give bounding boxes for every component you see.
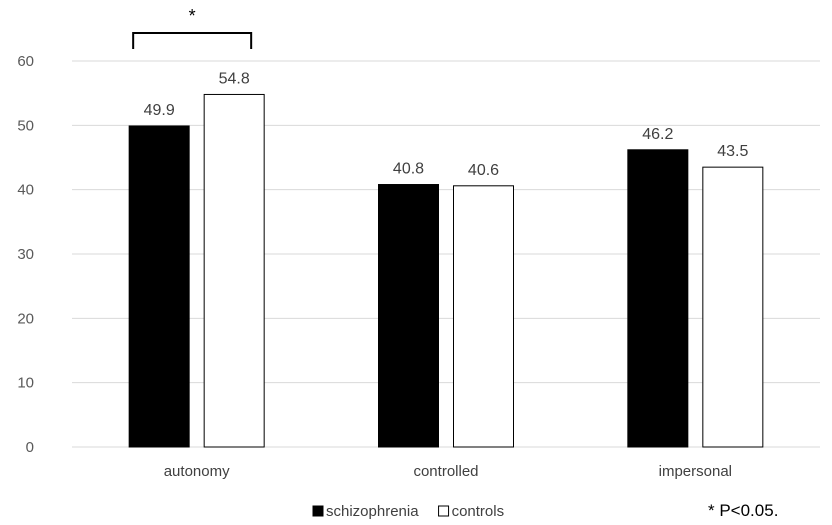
y-tick-label: 0 xyxy=(26,439,34,456)
category-label-autonomy: autonomy xyxy=(164,463,230,480)
significance-footnote: * P<0.05. xyxy=(708,501,778,520)
significance-bracket xyxy=(132,32,253,49)
bar-schizophrenia-impersonal xyxy=(627,149,689,448)
x-axis-category-labels: autonomy controlled impersonal xyxy=(164,463,732,480)
significance-star: * xyxy=(189,6,196,26)
y-tick-label: 10 xyxy=(17,375,34,392)
y-tick-label: 40 xyxy=(17,182,34,199)
y-axis-tick-labels: 0 10 20 30 40 50 60 xyxy=(17,53,34,456)
bars xyxy=(128,93,764,448)
data-label-schizophrenia-autonomy: 49.9 xyxy=(144,102,175,119)
data-label-controls-autonomy: 54.8 xyxy=(219,70,250,87)
y-tick-label: 20 xyxy=(17,310,34,327)
bar-schizophrenia-autonomy xyxy=(128,125,190,448)
legend-label-controls: controls xyxy=(452,503,505,520)
bar-schizophrenia-controlled xyxy=(378,184,439,448)
data-label-schizophrenia-controlled: 40.8 xyxy=(393,161,424,178)
legend-swatch-controls xyxy=(438,505,450,517)
bar-controls-autonomy xyxy=(203,93,265,448)
data-label-controls-controlled: 40.6 xyxy=(468,162,499,179)
data-label-controls-impersonal: 43.5 xyxy=(717,143,748,160)
significance-annotation: * xyxy=(132,6,253,49)
category-label-impersonal: impersonal xyxy=(659,463,732,480)
data-labels: 49.9 54.8 40.8 40.6 46.2 43.5 xyxy=(144,70,749,178)
category-label-controlled: controlled xyxy=(413,463,478,480)
gridlines xyxy=(72,60,820,384)
legend-swatch-schizophrenia xyxy=(312,505,324,517)
bar-controls-impersonal xyxy=(702,166,764,448)
bar-controls-controlled xyxy=(453,185,514,448)
data-label-schizophrenia-impersonal: 46.2 xyxy=(642,126,673,143)
legend-label-schizophrenia: schizophrenia xyxy=(326,503,419,520)
y-tick-label: 30 xyxy=(17,246,34,263)
y-tick-label: 60 xyxy=(17,53,34,70)
y-tick-label: 50 xyxy=(17,117,34,134)
legend: schizophrenia controls xyxy=(312,503,505,520)
